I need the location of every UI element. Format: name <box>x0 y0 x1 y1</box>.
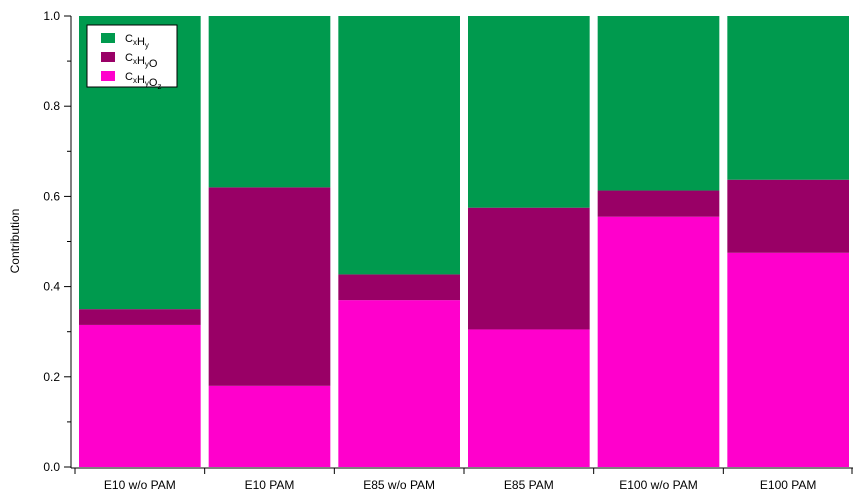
bar-CxHyO-4 <box>597 190 720 217</box>
bar-CxHyOz-2 <box>338 300 460 467</box>
bar-CxHyOz-5 <box>727 252 849 467</box>
x-tick-label: E10 PAM <box>245 478 295 492</box>
bar-CxHyOz-3 <box>468 329 590 467</box>
bar-CxHy-3 <box>468 16 590 208</box>
bar-CxHyO-2 <box>338 274 460 301</box>
bar-CxHyO-3 <box>468 207 590 330</box>
axes: 0.0 0.2 0.4 0.6 0.8 1.0 E10 w/o PAM E10 PAM E85 … <box>43 9 853 492</box>
legend-label-CxHy: CxHy <box>125 33 149 50</box>
legend-swatch-CxHy <box>101 33 115 43</box>
bar-CxHy-4 <box>597 16 720 191</box>
x-tick-label: E100 PAM <box>760 478 816 492</box>
legend-label-CxHyO: CxHyO <box>125 52 158 70</box>
bar-CxHyOz-4 <box>597 216 720 467</box>
x-tick-label: E100 w/o PAM <box>619 478 697 492</box>
x-tick-label: E10 w/o PAM <box>104 478 176 492</box>
bar-CxHyOz-1 <box>208 385 331 467</box>
bars-layer <box>79 16 849 467</box>
x-tick-label: E85 w/o PAM <box>363 478 435 492</box>
y-axis-title: Contribution <box>8 209 22 274</box>
y-tick-label: 0.8 <box>43 99 60 113</box>
legend-swatch-CxHyOz <box>101 71 115 81</box>
bar-CxHyO-5 <box>727 179 849 253</box>
y-tick-label: 0.2 <box>43 370 60 384</box>
x-tick-label: E85 PAM <box>504 478 554 492</box>
y-tick-label: 0.6 <box>43 189 60 203</box>
bar-CxHy-5 <box>727 16 849 180</box>
bar-CxHyO-1 <box>208 187 331 386</box>
bar-CxHy-2 <box>338 16 460 275</box>
y-tick-label: 1.0 <box>43 9 60 23</box>
legend-label-CxHyOz: CxHyOz <box>125 71 161 91</box>
bar-CxHyO-0 <box>79 309 201 325</box>
bar-CxHy-1 <box>208 16 331 188</box>
bar-CxHyOz-0 <box>79 324 201 467</box>
y-tick-label: 0.4 <box>43 280 60 294</box>
legend-swatch-CxHyO <box>101 52 115 62</box>
y-tick-label: 0.0 <box>43 460 60 474</box>
